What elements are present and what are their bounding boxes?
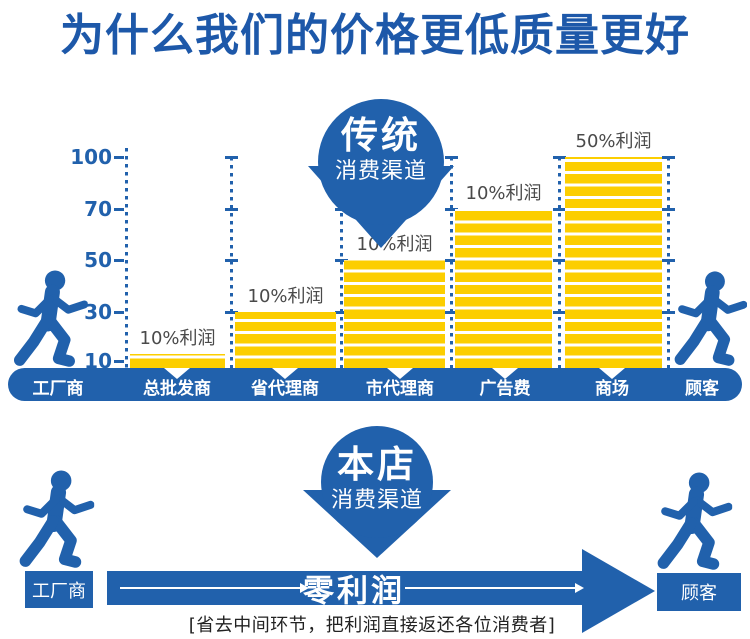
separator-level-dash xyxy=(662,208,675,211)
band-label: 顾客 xyxy=(685,379,719,399)
badge-title: 传统 xyxy=(341,114,421,157)
separator-level-dash xyxy=(225,311,238,314)
traditional-channel-badge: 传统 消费渠道 xyxy=(303,98,459,250)
separator-level-dash xyxy=(445,156,458,159)
band-label: 商场 xyxy=(595,379,629,399)
separator-dotted-line xyxy=(558,157,561,368)
bar-profit-label: 10%利润 xyxy=(465,183,542,204)
separator-dotted-line xyxy=(340,157,343,368)
y-axis-tick-dash xyxy=(114,311,124,314)
bar-pointer-triangle xyxy=(599,368,625,379)
separator-level-dash xyxy=(445,208,458,211)
thin-right-arrow-icon xyxy=(120,583,309,593)
y-axis-tick-dash xyxy=(114,156,124,159)
channel-bar xyxy=(130,354,225,368)
caption: [省去中间环节，把利润直接返还各位消费者] xyxy=(188,615,556,636)
bar-pointer-triangle xyxy=(387,368,413,379)
separator-level-dash xyxy=(335,311,348,314)
bar-pointer-triangle xyxy=(492,368,518,379)
separator-level-dash xyxy=(662,156,675,159)
band-label: 总批发商 xyxy=(143,379,211,399)
y-axis-dotted-line xyxy=(125,148,128,368)
bar-profit-label: 50%利润 xyxy=(575,131,652,152)
walking-person-icon xyxy=(12,470,96,570)
separator-level-dash xyxy=(225,208,238,211)
bar-profit-label: 10%利润 xyxy=(139,328,216,349)
separator-level-dash xyxy=(553,208,566,211)
thin-right-arrow-icon xyxy=(405,583,584,593)
page-title: 为什么我们的价格更低质量更好 xyxy=(60,10,690,61)
walking-person-icon xyxy=(668,271,748,368)
separator-level-dash xyxy=(335,259,348,262)
channel-bar xyxy=(455,209,552,368)
band-label: 工厂商 xyxy=(32,379,84,399)
badge-subtitle: 消费渠道 xyxy=(334,159,427,184)
badge-balloon-icon xyxy=(303,426,451,558)
zero-profit-arrow-head-icon xyxy=(582,549,655,633)
band-label: 市代理商 xyxy=(366,379,434,399)
separator-level-dash xyxy=(553,156,566,159)
y-axis-tick-label: 50 xyxy=(84,248,112,272)
y-axis-tick-label: 100 xyxy=(70,145,112,169)
zero-profit-label: 零利润 xyxy=(303,573,405,610)
badge-balloon-icon xyxy=(308,99,454,248)
y-axis-tick-label: 30 xyxy=(84,300,112,324)
y-axis-tick-dash xyxy=(114,208,124,211)
separator-level-dash xyxy=(225,156,238,159)
bar-pointer-triangle xyxy=(164,368,190,379)
channel-bar xyxy=(235,312,336,368)
badge-subtitle: 消费渠道 xyxy=(330,488,423,513)
separator-level-dash xyxy=(662,259,675,262)
channel-bar xyxy=(565,157,662,368)
separator-level-dash xyxy=(662,311,675,314)
separator-dotted-line xyxy=(230,157,233,368)
separator-level-dash xyxy=(553,311,566,314)
channel-bar xyxy=(344,260,445,368)
separator-dotted-line xyxy=(667,157,670,368)
y-axis-tick-dash xyxy=(114,360,124,363)
walking-person-icon xyxy=(6,270,90,369)
band-label: 省代理商 xyxy=(251,379,319,399)
separator-level-dash xyxy=(553,259,566,262)
separator-dotted-line xyxy=(450,157,453,368)
y-axis-tick-dash xyxy=(114,259,124,262)
walking-person-icon xyxy=(650,472,734,572)
separator-level-dash xyxy=(225,259,238,262)
shop-channel-badge: 本店 消费渠道 xyxy=(300,424,454,560)
badge-title: 本店 xyxy=(337,443,417,486)
customer-box: 顾客 xyxy=(657,573,741,611)
bar-profit-label: 10%利润 xyxy=(247,286,324,307)
bar-pointer-triangle xyxy=(272,368,298,379)
band-label: 广告费 xyxy=(479,379,531,399)
separator-level-dash xyxy=(445,259,458,262)
y-axis-tick-label: 70 xyxy=(84,197,112,221)
factory-box: 工厂商 xyxy=(25,571,93,608)
separator-level-dash xyxy=(445,311,458,314)
